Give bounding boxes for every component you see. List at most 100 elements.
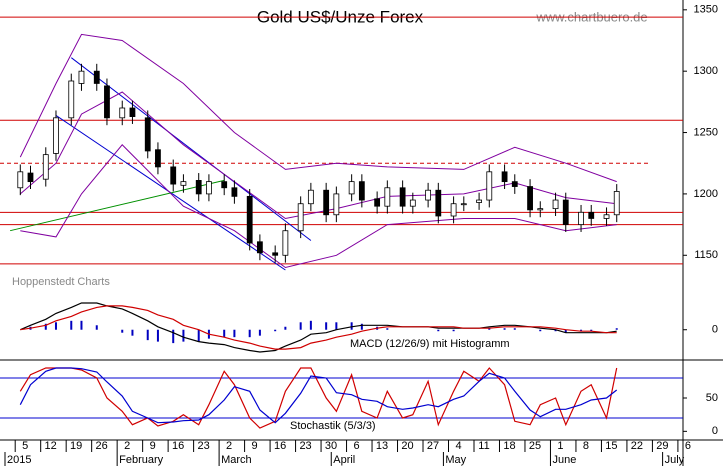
candle-body <box>562 199 569 225</box>
candle-body <box>527 186 533 211</box>
candle-body <box>17 171 24 189</box>
candle-body <box>104 85 110 119</box>
histogram-bar <box>156 329 159 342</box>
candle-body <box>53 117 59 154</box>
candle-body <box>27 172 34 183</box>
bollinger-band <box>20 144 617 269</box>
x-tick-label: 30 <box>325 440 337 452</box>
histogram-bar <box>437 329 440 332</box>
panel-label: MACD (12/26/9) mit Histogramm <box>350 338 510 350</box>
histogram-bar <box>80 320 83 330</box>
x-tick-label: 11 <box>478 440 489 452</box>
histogram-bar <box>146 329 149 341</box>
histogram-bar <box>360 323 363 330</box>
bollinger-band <box>19 33 617 183</box>
histogram-bar <box>580 329 583 332</box>
histogram-bar <box>590 329 593 332</box>
month-label: February <box>119 454 164 466</box>
candle-body <box>129 107 136 117</box>
x-tick-label: 8 <box>583 440 589 452</box>
candle-body <box>450 203 457 217</box>
candle-body <box>272 252 279 256</box>
x-tick-label: 1 <box>557 440 563 452</box>
x-tick-label: 4 <box>455 440 461 452</box>
histogram-bar <box>615 328 618 330</box>
candle-body <box>68 80 75 119</box>
candle-body <box>180 181 187 186</box>
x-tick-label: 26 <box>96 440 108 452</box>
y-tick-label: 1350 <box>694 4 718 16</box>
histogram-bar <box>248 329 251 338</box>
x-tick-label: 20 <box>401 440 413 452</box>
x-tick-label: 15 <box>605 440 617 452</box>
candle-body <box>195 180 202 195</box>
candle-body <box>256 241 263 254</box>
x-tick-label: 29 <box>656 440 668 452</box>
y-tick-label: 1300 <box>694 65 718 77</box>
histogram-bar <box>350 322 353 330</box>
histogram-bar <box>54 322 57 330</box>
month-label: June <box>552 454 576 466</box>
candle-body <box>282 230 289 256</box>
candle-body <box>78 70 85 84</box>
histogram-bar <box>335 322 338 330</box>
histogram-bar <box>70 320 73 330</box>
candle-body <box>613 191 620 216</box>
x-tick-label: 9 <box>150 440 156 452</box>
candle-body <box>399 187 406 207</box>
y-tick-label: 1250 <box>694 126 718 138</box>
histogram-bar <box>182 329 185 342</box>
y-tick-label: 50 <box>706 392 718 404</box>
histogram-bar <box>325 322 328 330</box>
x-tick-label: 27 <box>427 440 439 452</box>
candle-body <box>333 193 340 216</box>
candle-body <box>511 181 518 187</box>
trend-line <box>70 57 312 241</box>
month-label: July <box>665 454 685 466</box>
histogram-bar <box>452 329 455 332</box>
month-label: April <box>333 454 355 466</box>
candle-body <box>144 117 151 152</box>
histogram-bar <box>386 328 389 330</box>
macd-line <box>20 302 617 353</box>
histogram-bar <box>554 329 557 332</box>
month-label: May <box>445 454 466 466</box>
panel-label: Stochastik (5/3/3) <box>290 420 376 432</box>
histogram-bar <box>299 322 302 330</box>
candle-body <box>425 189 432 201</box>
x-tick-label: 19 <box>70 440 82 452</box>
x-tick-label: 5 <box>22 440 28 452</box>
histogram-bar <box>44 323 47 330</box>
x-tick-label: 2 <box>226 440 232 452</box>
candle-body <box>307 189 314 205</box>
candle-body <box>486 171 493 201</box>
y-tick-label: 1200 <box>694 188 718 200</box>
candle-body <box>206 181 212 195</box>
histogram-bar <box>274 329 277 332</box>
candle-body <box>231 187 238 197</box>
credit: Hoppenstedt Charts <box>12 276 110 288</box>
histogram-bar <box>258 329 261 336</box>
stochastic-line <box>19 367 618 429</box>
macd-line <box>20 305 617 350</box>
x-tick-label: 6 <box>685 440 691 452</box>
x-tick-label: 2 <box>124 440 130 452</box>
histogram-bar <box>488 328 491 330</box>
histogram-bar <box>121 329 124 333</box>
histogram-bar <box>223 329 226 338</box>
candle-body <box>374 198 381 207</box>
candle-body <box>384 187 391 207</box>
y-tick-label: 1150 <box>694 249 718 261</box>
histogram-bar <box>539 329 542 332</box>
histogram-bar <box>95 325 98 330</box>
month-label: 2015 <box>7 454 31 466</box>
x-tick-label: 9 <box>252 440 258 452</box>
candle-body <box>588 211 595 219</box>
candle-body <box>155 149 161 168</box>
candle-body <box>409 199 416 207</box>
x-tick-label: 18 <box>503 440 515 452</box>
stochastic-line <box>19 367 618 424</box>
histogram-bar <box>131 329 134 336</box>
candle-body <box>501 171 508 183</box>
candle-body <box>297 203 304 232</box>
